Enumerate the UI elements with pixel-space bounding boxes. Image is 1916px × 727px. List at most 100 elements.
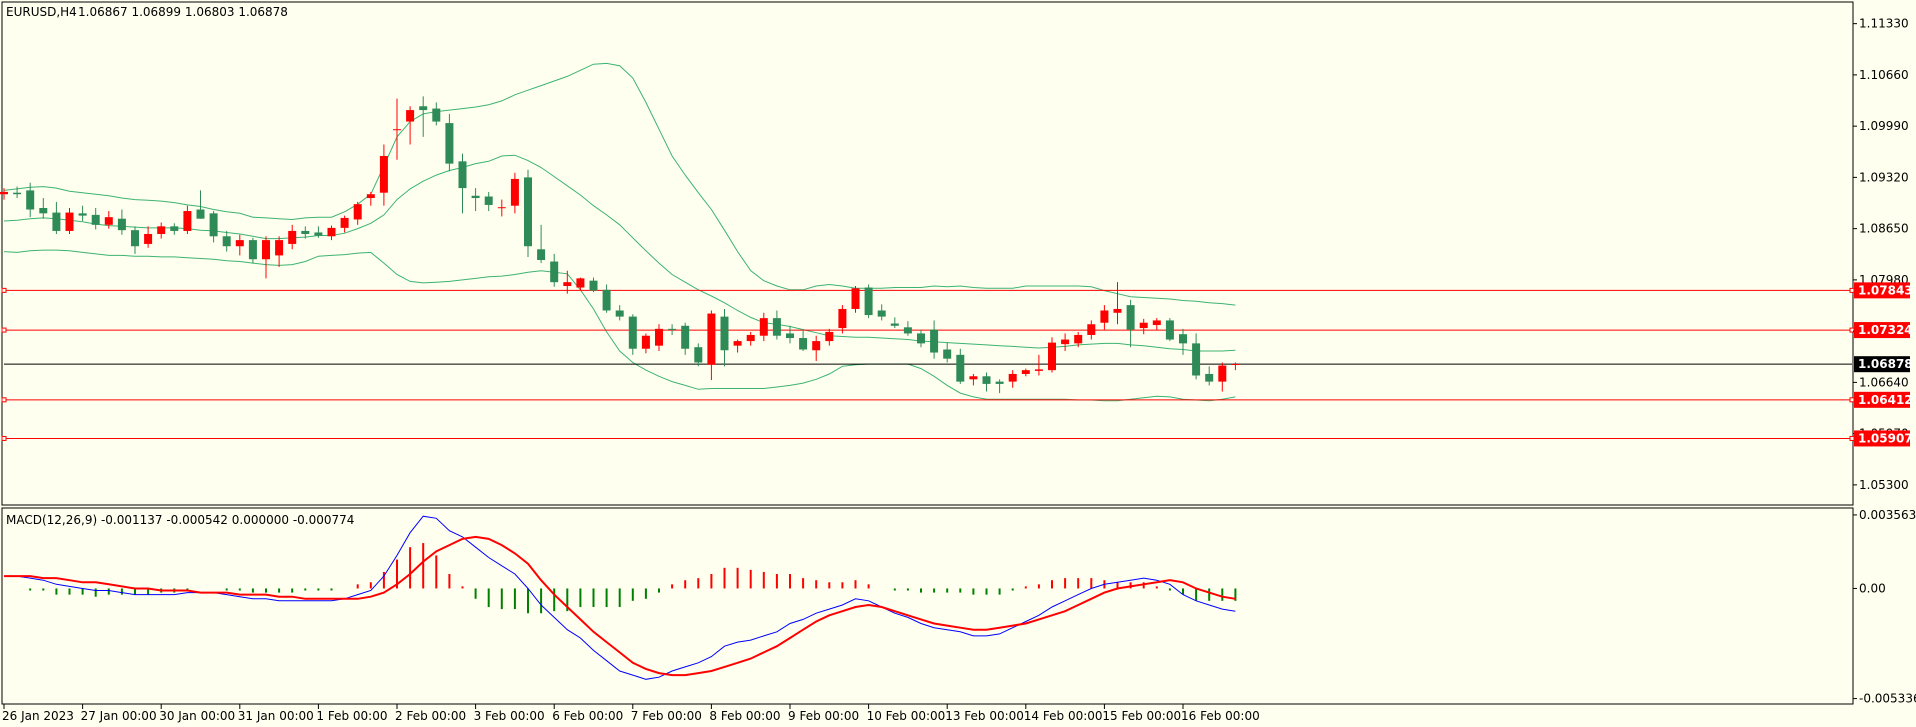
candle-body: [117, 218, 126, 231]
level-price-label: 1.07843: [1858, 283, 1913, 297]
candle-body: [1205, 373, 1214, 382]
time-tick-label: 14 Feb 00:00: [1024, 709, 1103, 723]
main-panel-frame: [1, 1, 1854, 506]
candle-body: [314, 232, 323, 236]
candle-body: [602, 289, 611, 311]
candle-body: [563, 282, 572, 287]
candle-body: [1113, 308, 1122, 313]
candle-body: [1126, 305, 1135, 330]
time-tick-label: 1 Feb 00:00: [316, 709, 387, 723]
level-price-label: 1.06412: [1858, 393, 1913, 407]
candle-body: [877, 310, 886, 317]
candle-body: [982, 376, 991, 384]
candle-body: [1139, 322, 1148, 329]
candle-body: [943, 349, 952, 359]
level-price-label: 1.07324: [1858, 323, 1913, 337]
time-tick-label: 6 Feb 00:00: [552, 709, 623, 723]
current-price-tag: [1854, 356, 1910, 373]
level-anchor: [1, 287, 7, 293]
level-anchor: [1, 397, 7, 403]
price-tick-label: 1.09320: [1859, 170, 1909, 184]
candle-body: [746, 334, 755, 342]
candle-body: [707, 313, 716, 365]
time-tick-label: 13 Feb 00:00: [945, 709, 1024, 723]
candle-body: [1048, 342, 1056, 371]
level-anchor: [1, 327, 7, 333]
band-lower-line: [3, 249, 1236, 402]
price-tick-label: 1.11330: [1859, 17, 1909, 31]
candle-body: [26, 190, 35, 210]
price-tick-label: 1.05300: [1859, 478, 1909, 492]
macd-indicator: [4, 515, 1237, 680]
time-tick-label: 3 Feb 00:00: [474, 709, 545, 723]
time-axis: 26 Jan 2023 27 Jan 00:00 30 Jan 00:00 31 Ja…: [2, 704, 1260, 723]
candle-body: [235, 240, 244, 247]
macd-axis: 0.003563 0.00 -0.005336: [1853, 508, 1916, 706]
candlesticks: [0, 96, 1240, 394]
time-tick-label: 31 Jan 00:00: [238, 709, 314, 723]
candle-body: [668, 328, 677, 330]
candle-body: [484, 196, 493, 205]
band-middle-line: [3, 154, 1236, 352]
candle-body: [576, 278, 585, 288]
price-axis: 1.113301.106601.099901.093201.086501.079…: [1853, 17, 1913, 492]
candle-body: [1087, 324, 1096, 335]
macd-tick-label: 0.00: [1859, 581, 1886, 595]
candle-body: [288, 230, 297, 244]
candle-body: [694, 347, 703, 363]
time-tick-label: 27 Jan 00:00: [81, 709, 157, 723]
candle-body: [65, 212, 74, 231]
current-price-label: 1.06878: [1858, 357, 1913, 371]
candle-body: [1008, 373, 1017, 382]
candle-body: [655, 328, 663, 346]
time-tick-label: 2 Feb 00:00: [395, 709, 466, 723]
price-tick-label: 1.08650: [1859, 222, 1909, 236]
price-tick-label: 1.09990: [1859, 119, 1909, 133]
candle-body: [340, 217, 349, 228]
symbol-label: EURUSD,H4: [6, 5, 77, 19]
candle-body: [524, 177, 532, 247]
candle-body: [471, 195, 480, 199]
candle-body: [301, 230, 310, 234]
macd-tick-label: 0.003563: [1859, 508, 1916, 522]
candle-body: [615, 310, 624, 317]
candle-body: [170, 226, 179, 231]
candle-body: [157, 226, 166, 234]
candle-body: [104, 217, 113, 225]
candle-body: [589, 280, 598, 291]
candle-body: [1034, 369, 1043, 371]
candle-body: [799, 338, 808, 350]
level-anchor: [1, 435, 7, 441]
candle-body: [995, 381, 1004, 384]
time-tick-label: 26 Jan 2023: [2, 709, 74, 723]
level-price-tag: [1854, 391, 1910, 408]
candle-body: [838, 308, 847, 329]
candle-body: [890, 323, 899, 326]
candle-body: [222, 236, 231, 247]
candle-body: [851, 288, 860, 309]
bollinger-bands: [3, 62, 1236, 402]
level-anchor: [1849, 287, 1855, 293]
time-tick-label: 10 Feb 00:00: [867, 709, 946, 723]
candle-body: [1231, 364, 1240, 366]
candle-body: [209, 213, 218, 237]
candle-body: [196, 209, 205, 219]
candle-body: [144, 233, 153, 244]
time-tick-label: 30 Jan 00:00: [159, 709, 235, 723]
candle-body: [1061, 339, 1070, 345]
candle-body: [248, 240, 257, 260]
candle-body: [13, 192, 22, 195]
candle-body: [275, 240, 284, 256]
price-tick-label: 1.06640: [1859, 375, 1909, 389]
candle-body: [917, 333, 925, 344]
candle-body: [1152, 320, 1161, 326]
time-tick-label: 16 Feb 00:00: [1181, 709, 1260, 723]
candle-body: [1021, 370, 1030, 374]
band-upper-line: [3, 62, 1236, 306]
candle-body: [262, 240, 270, 260]
horizontal-levels[interactable]: [1, 287, 1855, 441]
candle-body: [1165, 320, 1174, 340]
candle-body: [772, 318, 781, 336]
candle-body: [956, 354, 965, 382]
